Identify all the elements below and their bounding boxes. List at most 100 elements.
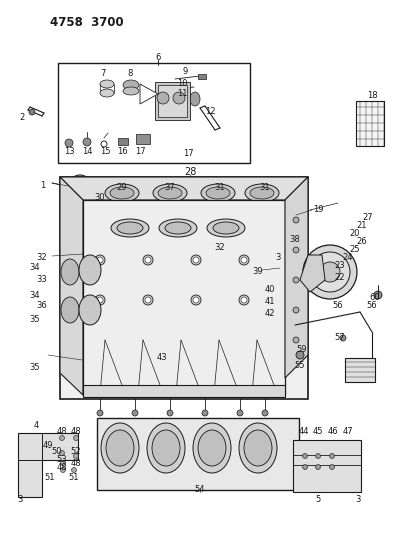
Text: 36: 36 <box>37 301 47 310</box>
Text: 17: 17 <box>183 149 193 157</box>
Ellipse shape <box>61 259 79 285</box>
Circle shape <box>69 175 91 197</box>
Text: 4: 4 <box>33 421 39 430</box>
Circle shape <box>241 297 247 303</box>
Ellipse shape <box>61 297 79 323</box>
Text: 7: 7 <box>100 69 106 78</box>
Text: 54: 54 <box>195 486 205 495</box>
Text: 59: 59 <box>297 345 307 354</box>
Polygon shape <box>300 255 325 292</box>
Circle shape <box>73 179 87 193</box>
Text: 48: 48 <box>57 464 67 472</box>
Circle shape <box>145 257 151 263</box>
Circle shape <box>310 252 350 292</box>
Text: 46: 46 <box>328 427 338 437</box>
Circle shape <box>157 92 169 104</box>
Text: 60: 60 <box>370 294 380 303</box>
Circle shape <box>293 247 299 253</box>
Text: 40: 40 <box>265 286 275 295</box>
Ellipse shape <box>207 219 245 237</box>
Text: 26: 26 <box>357 237 367 246</box>
Ellipse shape <box>123 80 139 90</box>
Circle shape <box>73 454 78 458</box>
Circle shape <box>193 257 199 263</box>
Circle shape <box>60 450 64 456</box>
Polygon shape <box>60 177 83 395</box>
Text: 2: 2 <box>19 114 24 123</box>
Circle shape <box>315 464 321 470</box>
Text: 31: 31 <box>215 183 225 192</box>
Ellipse shape <box>110 187 134 199</box>
Text: 56: 56 <box>333 301 343 310</box>
Ellipse shape <box>100 80 114 88</box>
Text: 3: 3 <box>17 496 23 505</box>
Ellipse shape <box>206 187 230 199</box>
Bar <box>345 358 375 382</box>
Ellipse shape <box>79 255 101 285</box>
Circle shape <box>167 410 173 416</box>
Text: 33: 33 <box>37 276 47 285</box>
Bar <box>83 385 285 397</box>
Circle shape <box>202 410 208 416</box>
Text: 10: 10 <box>177 78 187 87</box>
Circle shape <box>145 297 151 303</box>
Text: 12: 12 <box>205 108 215 117</box>
Ellipse shape <box>159 219 197 237</box>
Text: 9: 9 <box>182 68 188 77</box>
Text: 51: 51 <box>45 472 55 481</box>
Ellipse shape <box>213 222 239 234</box>
Circle shape <box>330 464 335 470</box>
Circle shape <box>29 109 35 115</box>
Bar <box>83 200 285 395</box>
Text: 44: 44 <box>299 427 309 437</box>
Bar <box>58 63 250 163</box>
Circle shape <box>296 351 304 359</box>
Text: 43: 43 <box>157 353 167 362</box>
Circle shape <box>191 255 201 265</box>
Circle shape <box>193 297 199 303</box>
Text: 32: 32 <box>37 254 47 262</box>
Ellipse shape <box>244 430 272 466</box>
Circle shape <box>65 139 73 147</box>
Ellipse shape <box>111 219 149 237</box>
Text: 53: 53 <box>57 456 67 464</box>
Circle shape <box>73 435 78 440</box>
Circle shape <box>95 255 105 265</box>
Circle shape <box>143 255 153 265</box>
Circle shape <box>71 467 77 472</box>
Text: 41: 41 <box>265 297 275 306</box>
Text: 3: 3 <box>275 254 281 262</box>
Circle shape <box>293 277 299 283</box>
Bar <box>158 85 187 117</box>
Text: 4758  3700: 4758 3700 <box>50 15 124 28</box>
Text: 35: 35 <box>30 364 40 373</box>
Circle shape <box>101 141 107 147</box>
Circle shape <box>340 335 346 341</box>
Text: 27: 27 <box>363 214 373 222</box>
Text: 38: 38 <box>290 236 300 245</box>
Circle shape <box>262 410 268 416</box>
Circle shape <box>60 461 66 465</box>
Circle shape <box>97 257 103 263</box>
Ellipse shape <box>106 430 134 466</box>
Text: 24: 24 <box>343 253 353 262</box>
Ellipse shape <box>152 430 180 466</box>
Text: 42: 42 <box>265 310 275 319</box>
Text: 56: 56 <box>367 301 377 310</box>
Ellipse shape <box>193 423 231 473</box>
Ellipse shape <box>79 295 101 325</box>
Circle shape <box>60 467 66 472</box>
Text: 34: 34 <box>30 290 40 300</box>
Bar <box>198 74 206 79</box>
Text: 5: 5 <box>315 496 321 505</box>
Polygon shape <box>285 177 308 378</box>
Text: 8: 8 <box>127 69 133 78</box>
Text: 48: 48 <box>57 427 67 437</box>
Text: 3: 3 <box>355 496 361 505</box>
Circle shape <box>191 295 201 305</box>
Circle shape <box>241 257 247 263</box>
Text: 16: 16 <box>117 147 127 156</box>
Circle shape <box>97 297 103 303</box>
Text: 22: 22 <box>335 273 345 282</box>
Ellipse shape <box>245 184 279 202</box>
